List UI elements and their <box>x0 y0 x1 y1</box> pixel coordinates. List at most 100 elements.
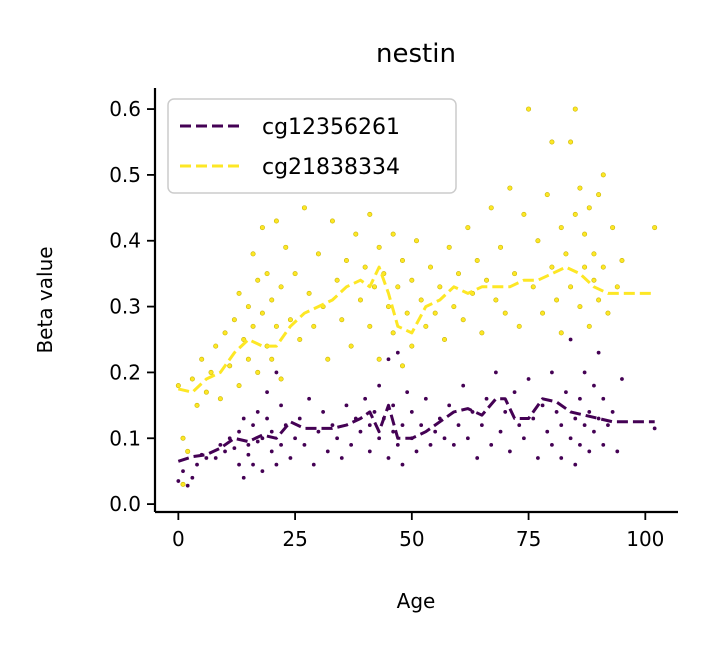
scatter-point-cg12356261 <box>376 383 382 389</box>
scatter-point-cg12356261 <box>395 350 401 356</box>
scatter-point-cg21838334 <box>600 264 606 270</box>
scatter-point-cg12356261 <box>619 376 625 382</box>
scatter-point-cg12356261 <box>516 422 522 428</box>
scatter-point-cg21838334 <box>437 284 443 290</box>
x-tick-label: 0 <box>172 527 185 551</box>
scatter-point-cg21838334 <box>474 257 480 263</box>
scatter-point-cg21838334 <box>376 244 382 250</box>
scatter-point-cg12356261 <box>264 389 270 395</box>
scatter-point-cg12356261 <box>367 422 373 428</box>
scatter-point-cg21838334 <box>596 297 602 303</box>
scatter-point-cg12356261 <box>367 448 373 454</box>
scatter-point-cg21838334 <box>180 481 186 487</box>
scatter-point-cg21838334 <box>530 284 536 290</box>
scatter-point-cg21838334 <box>399 257 405 263</box>
scatter-point-cg12356261 <box>273 462 279 468</box>
scatter-point-cg12356261 <box>213 455 219 461</box>
scatter-point-cg21838334 <box>605 310 611 316</box>
scatter-point-cg12356261 <box>591 383 597 389</box>
scatter-point-cg12356261 <box>582 369 588 375</box>
scatter-point-cg21838334 <box>582 231 588 237</box>
scatter-point-cg21838334 <box>390 330 396 336</box>
trend-lines-layer <box>177 265 655 463</box>
scatter-point-cg21838334 <box>259 225 265 231</box>
scatter-point-cg21838334 <box>175 383 181 389</box>
scatter-point-cg21838334 <box>245 304 251 310</box>
scatter-point-cg21838334 <box>213 343 219 349</box>
scatter-point-cg12356261 <box>474 455 480 461</box>
scatter-point-cg21838334 <box>577 185 583 191</box>
scatter-point-cg12356261 <box>488 442 494 448</box>
scatter-point-cg12356261 <box>180 468 186 474</box>
scatter-point-cg21838334 <box>610 225 616 231</box>
scatter-point-cg21838334 <box>217 396 223 402</box>
scatter-point-cg21838334 <box>619 257 625 263</box>
scatter-point-cg21838334 <box>353 231 359 237</box>
scatter-point-cg21838334 <box>241 337 247 343</box>
scatter-point-cg21838334 <box>451 304 457 310</box>
scatter-point-cg21838334 <box>311 323 317 329</box>
scatter-point-cg21838334 <box>549 139 555 145</box>
scatter-point-cg21838334 <box>227 363 233 369</box>
scatter-point-cg12356261 <box>357 429 363 435</box>
scatter-point-cg12356261 <box>544 429 550 435</box>
scatter-point-cg21838334 <box>572 211 578 217</box>
scatter-point-cg12356261 <box>250 462 256 468</box>
scatter-point-cg12356261 <box>549 369 555 375</box>
scatter-point-cg21838334 <box>418 297 424 303</box>
scatter-point-cg21838334 <box>456 271 462 277</box>
scatter-point-cg12356261 <box>568 337 574 343</box>
scatter-point-cg21838334 <box>558 225 564 231</box>
scatter-point-cg21838334 <box>199 356 205 362</box>
scatter-point-cg21838334 <box>535 238 541 244</box>
trend-line-cg12356261 <box>177 397 655 463</box>
scatter-point-cg21838334 <box>334 277 340 283</box>
scatter-point-cg21838334 <box>568 284 574 290</box>
scatter-point-cg21838334 <box>297 337 303 343</box>
scatter-point-cg12356261 <box>572 416 578 422</box>
y-axis-ticks: 0.0 0.1 0.2 0.3 0.4 0.5 0.6 <box>109 97 155 516</box>
scatter-point-cg21838334 <box>283 244 289 250</box>
scatter-point-cg12356261 <box>269 448 275 454</box>
scatter-point-cg12356261 <box>558 455 564 461</box>
scatter-point-cg12356261 <box>554 409 560 415</box>
scatter-point-cg21838334 <box>255 369 261 375</box>
scatter-points-layer <box>175 106 658 489</box>
scatter-point-cg12356261 <box>432 429 438 435</box>
scatter-point-cg12356261 <box>526 376 532 382</box>
scatter-point-cg21838334 <box>329 218 335 224</box>
scatter-point-cg12356261 <box>577 396 583 402</box>
scatter-point-cg21838334 <box>343 257 349 263</box>
scatter-point-cg12356261 <box>329 422 335 428</box>
y-tick-label: 0.6 <box>109 97 141 121</box>
x-axis-label: Age <box>397 589 436 613</box>
scatter-point-cg21838334 <box>385 304 391 310</box>
scatter-point-cg21838334 <box>269 297 275 303</box>
scatter-point-cg12356261 <box>273 369 279 375</box>
scatter-point-cg12356261 <box>306 396 312 402</box>
scatter-point-cg21838334 <box>591 251 597 257</box>
scatter-point-cg21838334 <box>465 225 471 231</box>
scatter-point-cg21838334 <box>484 277 490 283</box>
legend-label-cg12356261: cg12356261 <box>262 115 400 140</box>
y-tick-label: 0.1 <box>109 426 141 450</box>
y-tick-label: 0.3 <box>109 295 141 319</box>
y-tick-label: 0.4 <box>109 229 141 253</box>
scatter-point-cg12356261 <box>507 448 513 454</box>
scatter-point-cg21838334 <box>250 251 256 257</box>
scatter-point-cg21838334 <box>189 376 195 382</box>
scatter-point-cg21838334 <box>371 284 377 290</box>
scatter-point-cg12356261 <box>311 462 317 468</box>
scatter-point-cg12356261 <box>236 429 242 435</box>
scatter-point-cg21838334 <box>185 448 191 454</box>
scatter-point-cg12356261 <box>558 422 564 428</box>
scatter-point-cg21838334 <box>180 435 186 441</box>
scatter-point-cg21838334 <box>259 310 265 316</box>
scatter-point-cg21838334 <box>395 284 401 290</box>
scatter-point-cg21838334 <box>292 271 298 277</box>
scatter-point-cg12356261 <box>278 402 284 408</box>
scatter-point-cg12356261 <box>596 416 602 422</box>
scatter-point-cg12356261 <box>203 455 209 461</box>
scatter-point-cg12356261 <box>423 396 429 402</box>
scatter-point-cg21838334 <box>367 323 373 329</box>
